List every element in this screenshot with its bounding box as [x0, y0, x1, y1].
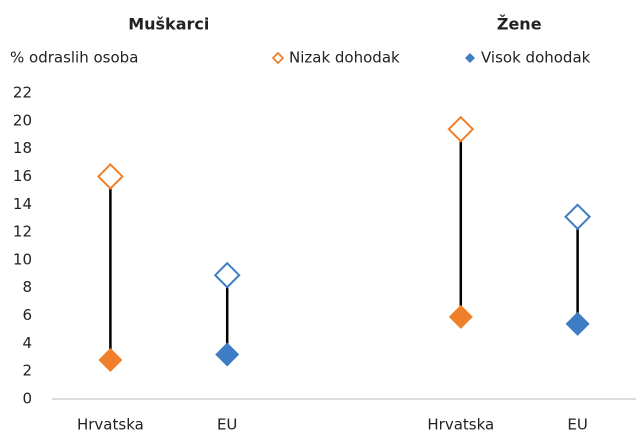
hollow-diamond: [213, 261, 241, 289]
legend-marker: [465, 53, 475, 63]
hollow-diamond: [447, 115, 475, 143]
y-tick-label: 0: [22, 390, 32, 408]
hollow-diamond: [96, 163, 124, 190]
x-tick-label: EU: [567, 416, 587, 434]
y-tick-label: 14: [13, 195, 32, 213]
legend-label: Visok dohodak: [481, 49, 591, 67]
y-tick-label: 6: [22, 306, 32, 324]
group-title: Muškarci: [128, 15, 209, 34]
y-tick-label: 12: [13, 223, 32, 241]
filled-diamond: [448, 304, 473, 329]
y-tick-label: 22: [13, 84, 32, 102]
y-tick-label: 20: [13, 111, 32, 129]
y-tick-label: 16: [13, 167, 32, 185]
group-title: Žene: [497, 15, 542, 34]
filled-diamond: [565, 311, 590, 336]
y-tick-label: 10: [13, 250, 32, 268]
hollow-diamond: [564, 203, 592, 231]
legend-marker: [271, 51, 285, 65]
legend-label: Nizak dohodak: [289, 49, 400, 67]
x-tick-label: Hrvatska: [427, 416, 494, 434]
y-tick-label: 8: [22, 278, 32, 296]
x-tick-label: Hrvatska: [77, 416, 144, 434]
y-tick-label: 4: [22, 334, 32, 352]
filled-diamond: [215, 342, 240, 367]
filled-diamond: [98, 348, 123, 373]
y-tick-label: 2: [22, 362, 32, 380]
y-axis-label: % odraslih osoba: [10, 49, 138, 67]
x-tick-label: EU: [217, 416, 237, 434]
y-tick-label: 18: [13, 139, 32, 157]
